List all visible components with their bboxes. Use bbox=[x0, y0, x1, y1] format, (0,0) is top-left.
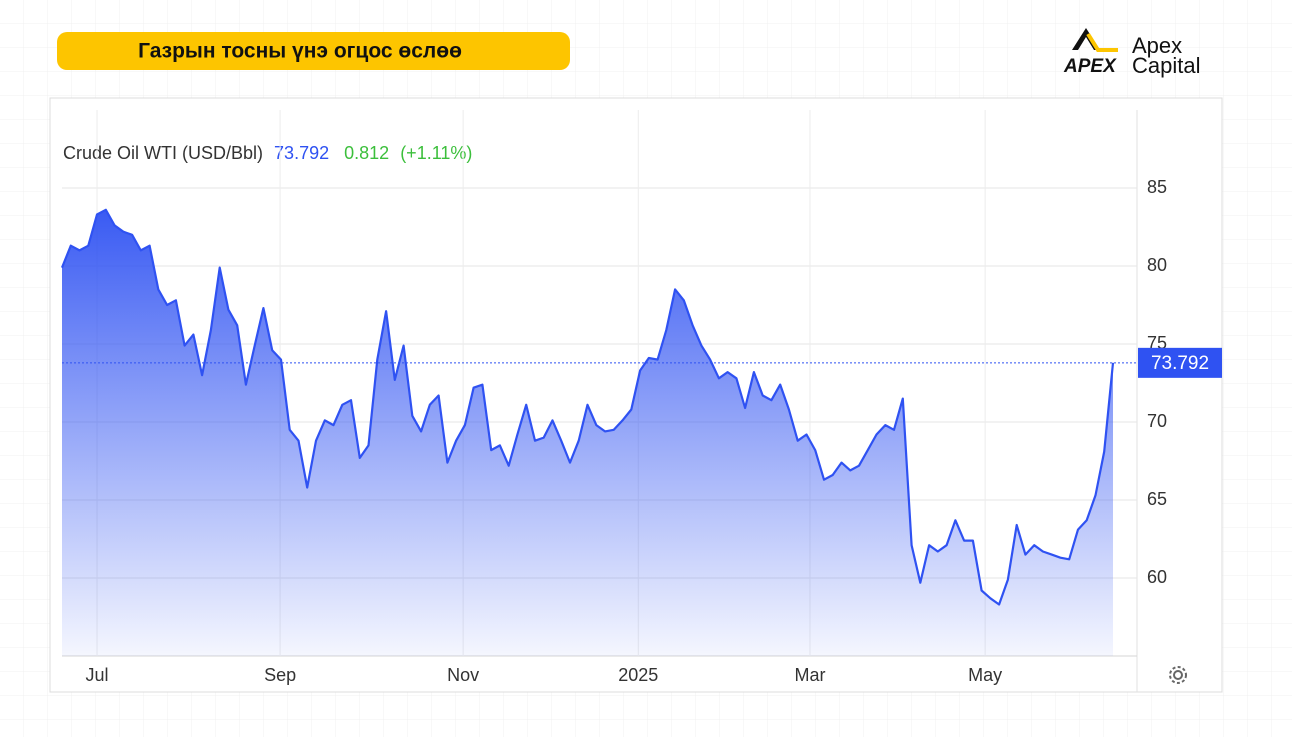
x-tick-label: 2025 bbox=[618, 665, 658, 685]
line bbox=[60, 208, 1115, 606]
last-price: 73.792 bbox=[274, 143, 329, 163]
title-pill bbox=[57, 32, 570, 70]
change-percent: (+1.11%) bbox=[400, 143, 472, 163]
y-tick-label: 60 bbox=[1147, 567, 1167, 587]
logo-mark: APEX bbox=[1063, 56, 1117, 77]
last-price-label: 73.792 bbox=[1151, 353, 1209, 374]
y-tick-label: 65 bbox=[1147, 489, 1167, 509]
chart-heading: Crude Oil WTI (USD/Bbl) 73.792 0.812 (+1… bbox=[63, 143, 472, 163]
logo-accent bbox=[1086, 32, 1118, 52]
logo-text: Capital bbox=[1132, 53, 1200, 78]
area bbox=[62, 209, 1113, 657]
series-name: Crude Oil WTI (USD/Bbl) bbox=[63, 143, 263, 163]
y-tick-label: 70 bbox=[1147, 411, 1167, 431]
x-tick-label: Jul bbox=[86, 665, 109, 685]
change: 0.812 bbox=[344, 143, 389, 163]
x-tick-label: Sep bbox=[264, 665, 296, 685]
logo-text: Apex bbox=[1132, 33, 1182, 58]
settings-icon[interactable] bbox=[1169, 666, 1187, 684]
x-tick-label: May bbox=[968, 665, 1002, 685]
x-tick-label: Nov bbox=[447, 665, 479, 685]
page-title: Газрын тосны үнэ огцос өслөө bbox=[138, 40, 462, 63]
x-tick-label: Mar bbox=[794, 665, 825, 685]
y-tick-label: 75 bbox=[1147, 333, 1167, 353]
y-tick-label: 85 bbox=[1147, 177, 1167, 197]
last-price-box bbox=[1138, 347, 1222, 378]
y-tick-label: 80 bbox=[1147, 255, 1167, 275]
